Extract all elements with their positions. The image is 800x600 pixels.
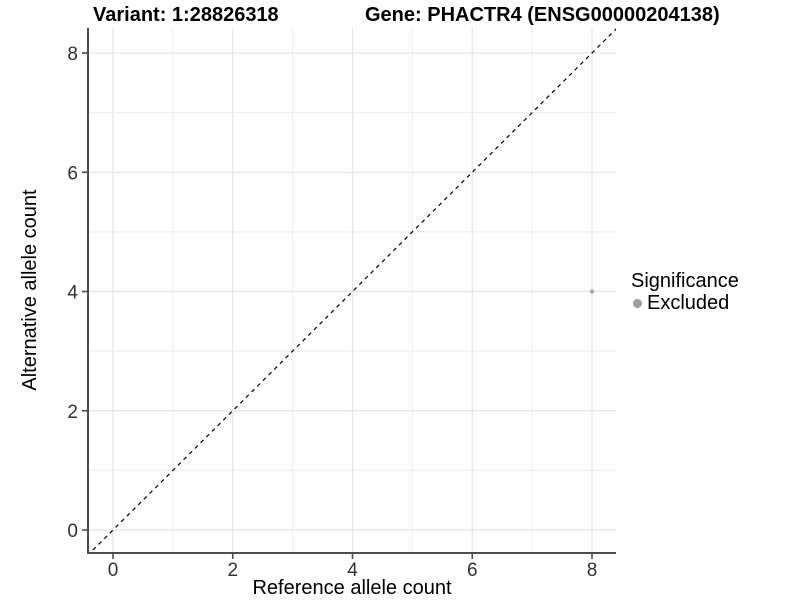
legend-point-icon bbox=[633, 299, 642, 308]
x-axis-label: Reference allele count bbox=[252, 577, 452, 599]
plot-title-gene: Gene: PHACTR4 (ENSG00000204138) bbox=[365, 4, 720, 26]
svg-text:6: 6 bbox=[467, 560, 478, 581]
plot-title-variant: Variant: 1:28826318 bbox=[93, 4, 279, 26]
svg-text:2: 2 bbox=[67, 402, 78, 423]
svg-text:0: 0 bbox=[108, 560, 119, 581]
svg-text:0: 0 bbox=[67, 521, 78, 542]
legend-title: Significance bbox=[631, 270, 739, 292]
legend-item-label: Excluded bbox=[647, 292, 730, 314]
svg-text:8: 8 bbox=[587, 560, 598, 581]
legend: Significance Excluded bbox=[631, 271, 739, 314]
svg-text:4: 4 bbox=[347, 560, 358, 581]
legend-item-excluded: Excluded bbox=[631, 293, 739, 314]
svg-text:4: 4 bbox=[67, 283, 78, 304]
y-axis-label: Alternative allele count bbox=[19, 189, 41, 391]
svg-text:8: 8 bbox=[67, 44, 78, 65]
svg-text:2: 2 bbox=[227, 560, 238, 581]
svg-text:6: 6 bbox=[67, 163, 78, 184]
